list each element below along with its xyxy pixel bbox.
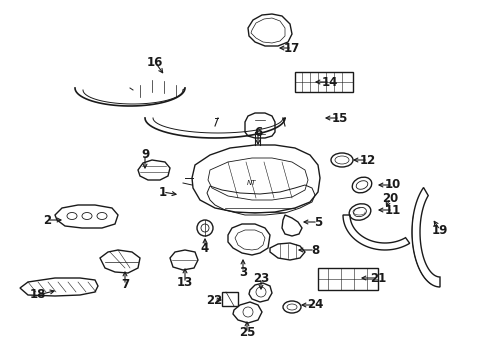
Text: NT: NT (247, 180, 256, 186)
Text: 16: 16 (146, 55, 163, 68)
Text: 19: 19 (431, 224, 447, 237)
Text: 7: 7 (121, 279, 129, 292)
Bar (222, 292, 238, 306)
Text: 11: 11 (384, 203, 400, 216)
Text: 22: 22 (205, 293, 222, 306)
Bar (317, 268, 377, 290)
Text: 21: 21 (369, 271, 386, 284)
Text: 18: 18 (30, 288, 46, 302)
Text: 8: 8 (310, 243, 319, 256)
Text: 10: 10 (384, 179, 400, 192)
Text: 25: 25 (238, 327, 255, 339)
Text: 14: 14 (321, 76, 338, 89)
Text: 24: 24 (306, 298, 323, 311)
Bar (294, 72, 352, 92)
Text: 15: 15 (331, 112, 347, 125)
Text: 1: 1 (159, 185, 167, 198)
Text: 17: 17 (284, 41, 300, 54)
Text: 13: 13 (177, 276, 193, 289)
Text: 12: 12 (359, 153, 375, 166)
Text: 9: 9 (141, 148, 149, 162)
Text: 6: 6 (253, 126, 262, 139)
Text: 5: 5 (313, 216, 322, 229)
Text: 23: 23 (252, 271, 268, 284)
Text: 20: 20 (381, 192, 397, 204)
Text: 3: 3 (239, 266, 246, 279)
Text: 4: 4 (201, 242, 209, 255)
Text: 2: 2 (43, 213, 51, 226)
